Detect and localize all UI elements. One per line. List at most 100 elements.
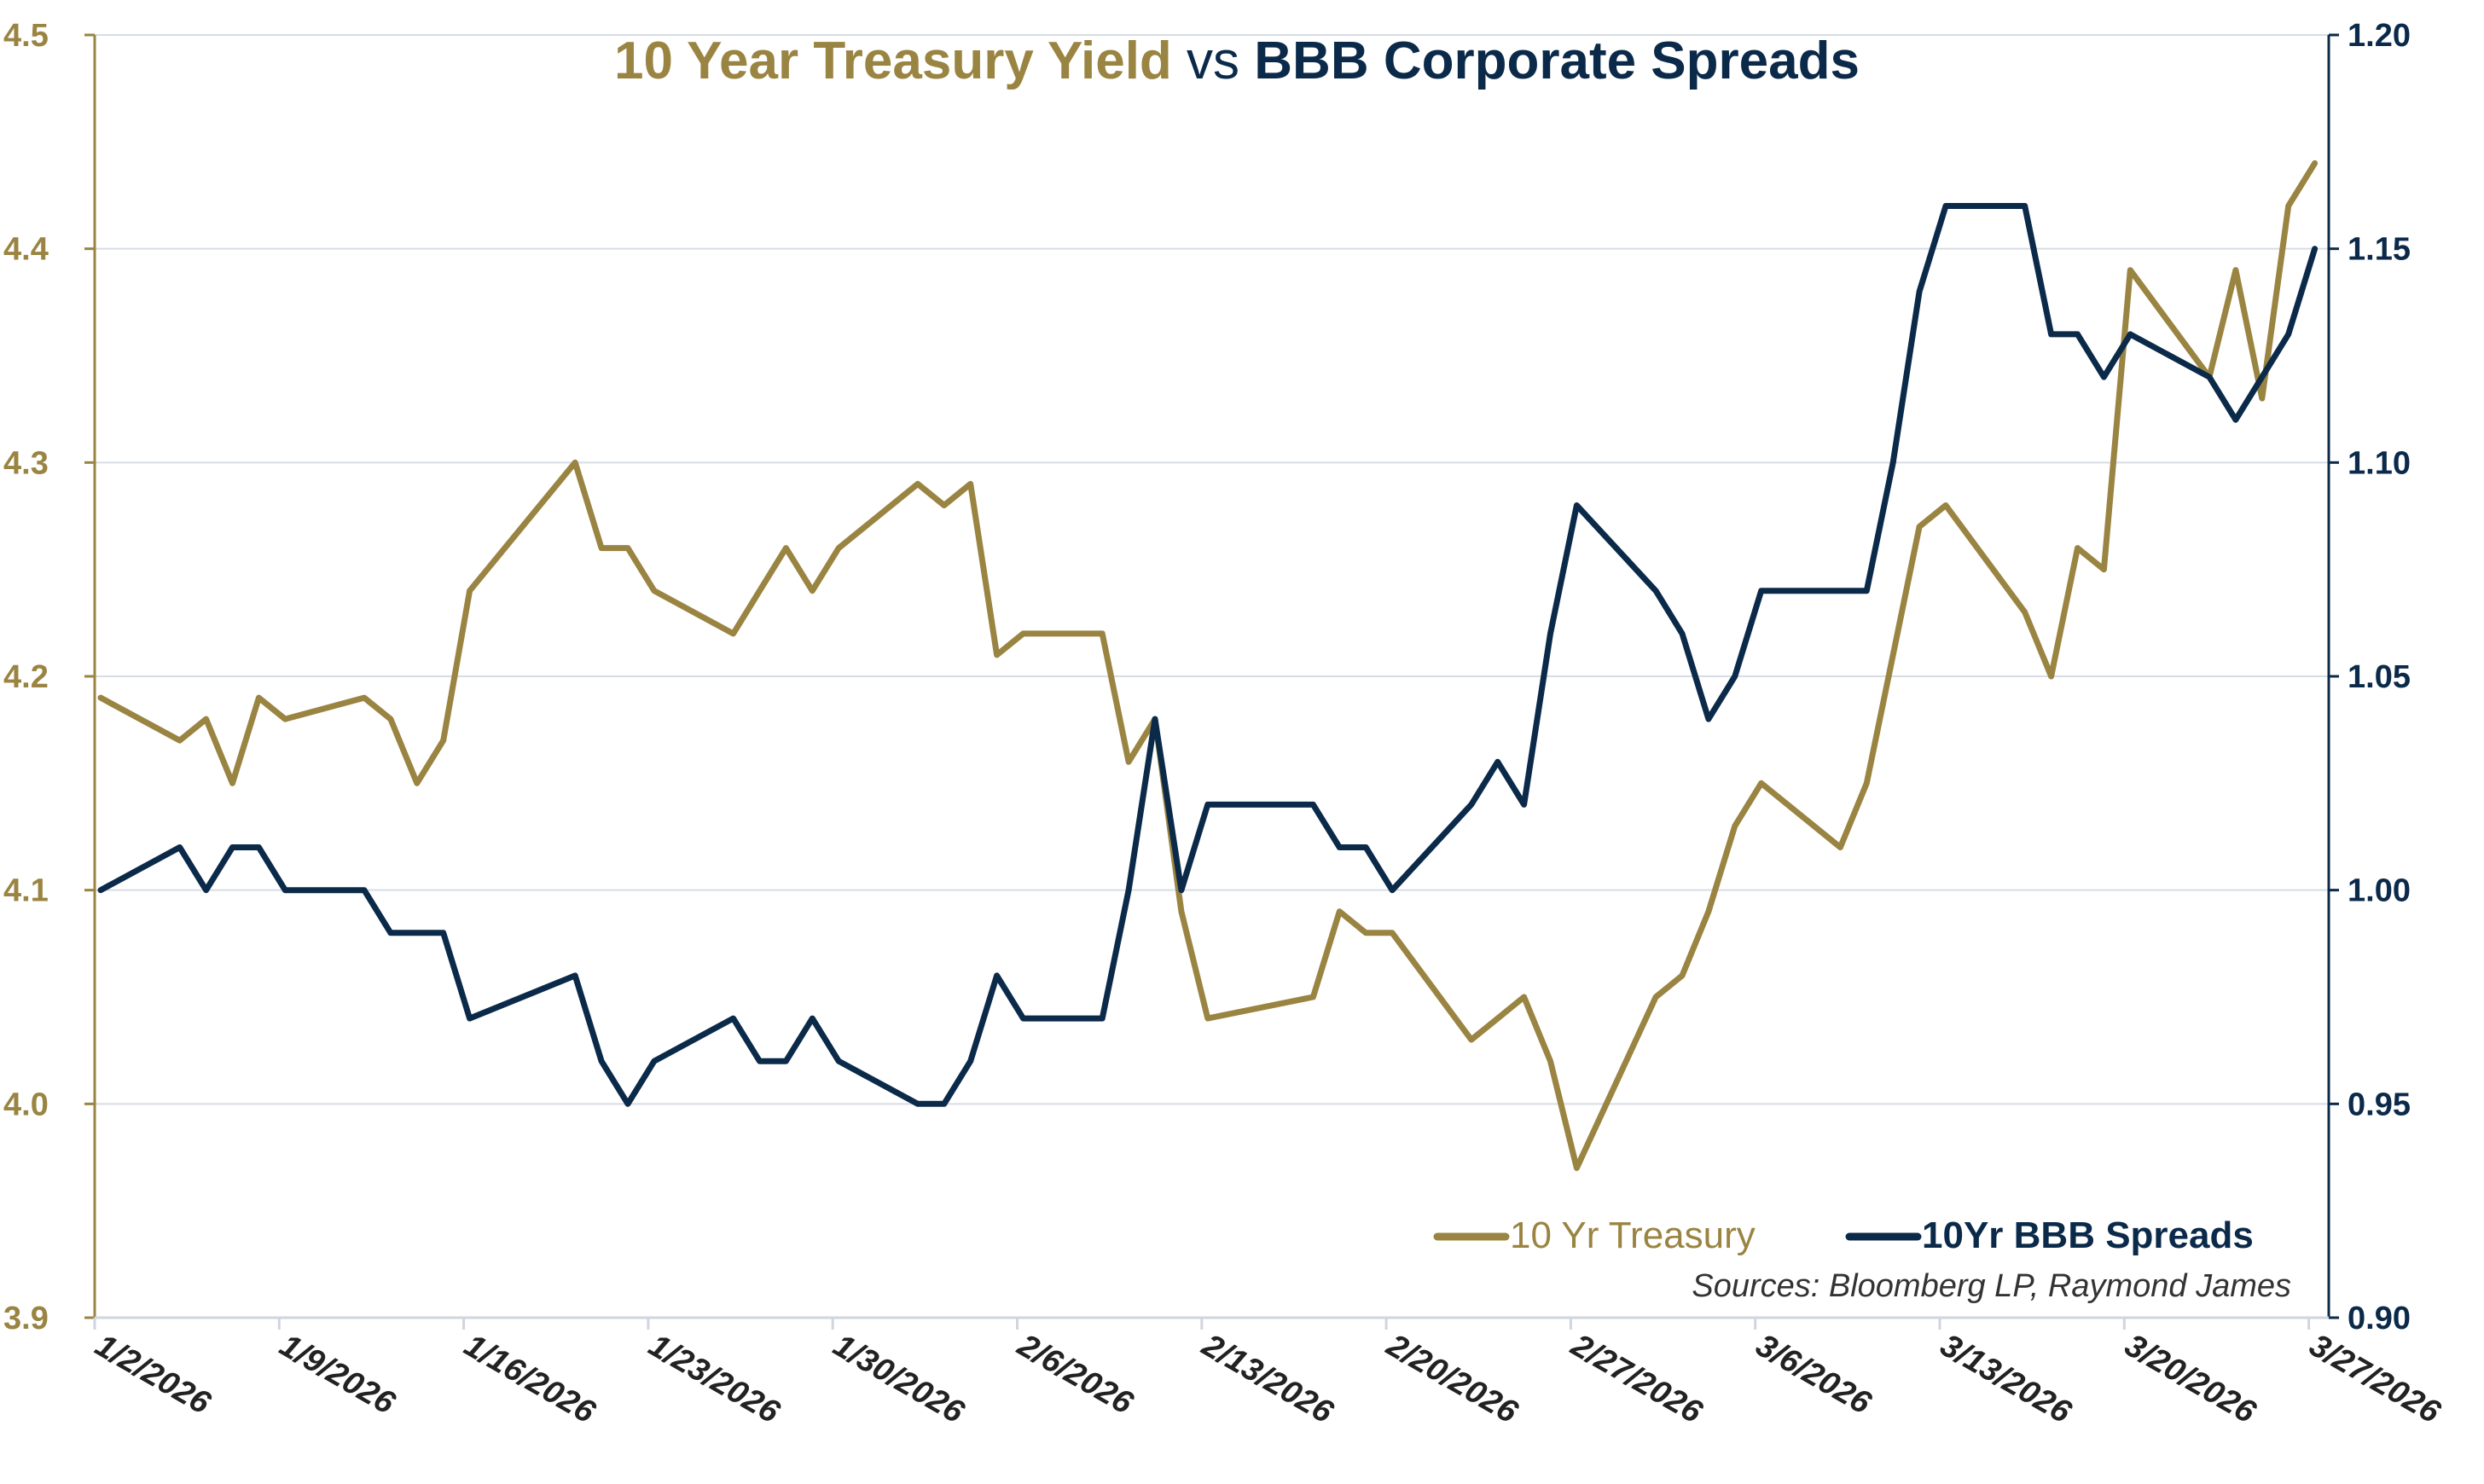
data-point — [599, 1058, 605, 1064]
data-point — [177, 738, 183, 744]
data-point — [467, 1016, 473, 1022]
data-point — [730, 630, 736, 636]
data-point — [1310, 802, 1316, 808]
data-point — [2048, 331, 2054, 337]
title-bbb: BBB Corporate Spreads — [1254, 32, 1860, 90]
data-point — [651, 588, 657, 594]
data-point — [1943, 203, 1948, 209]
data-point — [203, 716, 209, 722]
data-point — [1126, 759, 1132, 765]
data-point — [1178, 908, 1184, 914]
legend: 10 Yr Treasury 10Yr BBB Spreads — [1433, 1214, 2254, 1256]
data-point — [2285, 203, 2291, 209]
data-point — [2207, 374, 2212, 380]
data-point — [1100, 1016, 1106, 1022]
data-point — [1574, 1165, 1580, 1171]
data-point — [1917, 288, 1923, 294]
title-vs: vs — [1172, 32, 1254, 90]
data-point — [1653, 588, 1659, 594]
data-point — [2101, 566, 2107, 572]
title-treasury: 10 Year Treasury Yield — [614, 32, 1172, 90]
data-point — [229, 780, 235, 786]
x-tick-label: 3/6/2026 — [1750, 1327, 1878, 1422]
x-tick-label: 2/6/2026 — [1011, 1327, 1140, 1422]
data-point — [2022, 203, 2028, 209]
data-point — [1547, 630, 1553, 636]
legend-label-bbb: 10Yr BBB Spreads — [1922, 1214, 2254, 1256]
data-point — [1837, 588, 1843, 594]
data-point — [599, 545, 605, 551]
data-point — [362, 695, 367, 701]
data-point — [387, 716, 393, 722]
data-point — [1943, 502, 1948, 508]
data-point — [2259, 396, 2265, 402]
data-point — [2232, 267, 2238, 273]
data-point — [836, 545, 842, 551]
data-point — [1705, 908, 1711, 914]
data-point — [1890, 652, 1896, 658]
data-point — [1758, 588, 1764, 594]
chart-title: 10 Year Treasury Yield vs BBB Corporate … — [614, 32, 1860, 90]
data-point — [98, 695, 103, 701]
x-tick-label: 3/27/2026 — [2303, 1327, 2446, 1430]
data-point — [1864, 588, 1870, 594]
bbb-points — [98, 203, 2318, 1107]
data-point — [625, 1101, 630, 1107]
data-point — [967, 1058, 973, 1064]
data-point — [1363, 930, 1369, 936]
left-tick-label: 4.0 — [3, 1087, 49, 1122]
data-point — [177, 844, 183, 850]
source-note: Sources: Bloomberg LP, Raymond James — [1692, 1268, 2291, 1304]
data-point — [914, 481, 920, 487]
data-point — [229, 844, 235, 850]
left-tick-label: 4.4 — [3, 232, 49, 268]
data-point — [2285, 331, 2291, 337]
data-point — [2312, 160, 2318, 166]
data-point — [362, 887, 367, 893]
data-point — [414, 930, 420, 936]
data-point — [1680, 630, 1685, 636]
data-point — [1363, 844, 1369, 850]
data-point — [1890, 460, 1896, 466]
data-point — [914, 1101, 920, 1107]
x-tick-label: 2/27/2026 — [1564, 1327, 1709, 1431]
data-point — [256, 695, 262, 701]
data-point — [282, 716, 288, 722]
right-tick-label: 0.95 — [2348, 1087, 2411, 1122]
data-point — [572, 460, 578, 466]
data-point — [1653, 994, 1659, 1000]
x-tick-label: 1/23/2026 — [642, 1327, 786, 1430]
data-point — [203, 887, 209, 893]
left-tick-label: 4.5 — [3, 18, 49, 54]
data-point — [2022, 609, 2028, 615]
data-point — [2232, 417, 2238, 423]
gridlines — [95, 34, 2329, 1105]
right-tick-label: 1.15 — [2348, 232, 2411, 268]
data-point — [2259, 374, 2265, 380]
data-point — [1494, 759, 1500, 765]
data-point — [1547, 1058, 1553, 1064]
legend-label-treasury: 10 Yr Treasury — [1510, 1214, 1756, 1256]
data-point — [98, 887, 103, 893]
x-tick-label: 2/20/2026 — [1380, 1327, 1524, 1431]
data-point — [2101, 374, 2107, 380]
x-tick-label: 1/9/2026 — [274, 1327, 402, 1422]
data-point — [2312, 246, 2318, 252]
data-point — [2075, 545, 2081, 551]
data-point — [1758, 780, 1764, 786]
x-tick-label: 3/13/2026 — [1935, 1327, 2078, 1430]
series-lines — [97, 159, 2319, 1171]
data-point — [1574, 502, 1580, 508]
data-point — [625, 545, 630, 551]
data-point — [1917, 524, 1923, 530]
data-point — [783, 1058, 789, 1064]
data-point — [810, 588, 815, 594]
right-tick-label: 1.20 — [2348, 18, 2411, 54]
data-point — [1204, 1016, 1210, 1022]
data-point — [1705, 716, 1711, 722]
x-tick-label: 1/2/2026 — [90, 1327, 218, 1422]
data-point — [414, 780, 420, 786]
data-point — [1152, 716, 1158, 722]
data-point — [2127, 331, 2133, 337]
